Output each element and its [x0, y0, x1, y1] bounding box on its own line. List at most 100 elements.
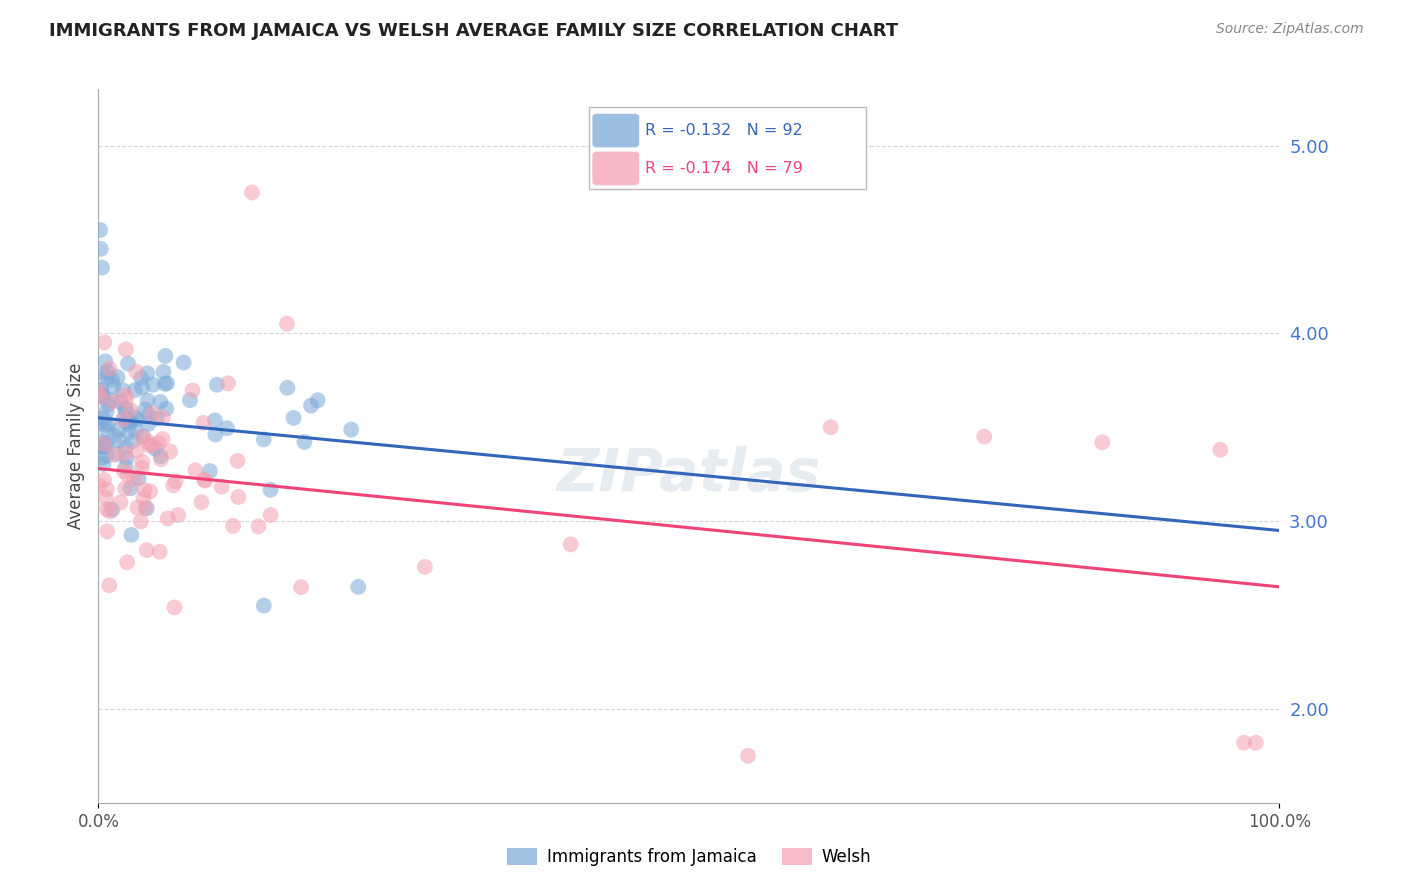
Point	[413, 559, 436, 574]
Point	[101, 372, 124, 386]
Point	[108, 434, 131, 448]
Point	[110, 495, 132, 509]
Point	[131, 455, 153, 469]
Point	[91, 260, 114, 275]
Point	[205, 377, 228, 392]
Point	[94, 354, 117, 368]
Point	[179, 393, 201, 408]
Point	[111, 384, 134, 398]
Point	[94, 449, 117, 463]
Point	[299, 399, 322, 413]
Point	[142, 377, 165, 392]
Legend: Immigrants from Jamaica, Welsh: Immigrants from Jamaica, Welsh	[501, 841, 877, 873]
Point	[115, 392, 138, 407]
Point	[98, 578, 121, 592]
Point	[96, 404, 118, 418]
Point	[247, 519, 270, 533]
Point	[228, 490, 250, 504]
Point	[122, 434, 145, 449]
Point	[120, 414, 142, 428]
Point	[184, 463, 207, 477]
Point	[156, 376, 179, 391]
Point	[204, 413, 226, 427]
Point	[125, 412, 148, 426]
Point	[1233, 736, 1256, 750]
Point	[152, 432, 174, 446]
Point	[91, 411, 114, 425]
Point	[96, 370, 118, 384]
Point	[165, 475, 187, 489]
Point	[149, 545, 172, 559]
FancyBboxPatch shape	[592, 113, 640, 148]
Point	[194, 474, 217, 488]
Point	[136, 393, 159, 408]
Point	[125, 443, 148, 458]
Point	[114, 415, 136, 429]
Point	[149, 395, 172, 409]
Point	[96, 524, 118, 539]
Point	[152, 410, 174, 425]
FancyBboxPatch shape	[592, 152, 640, 186]
Point	[124, 383, 146, 397]
Point	[117, 468, 139, 483]
Point	[155, 401, 177, 416]
Point	[148, 436, 170, 450]
Point	[110, 394, 132, 409]
Point	[115, 451, 138, 466]
Point	[146, 411, 169, 425]
Point	[108, 423, 131, 437]
Point	[290, 580, 312, 594]
Point	[96, 438, 118, 452]
Point	[112, 410, 135, 425]
Point	[1209, 442, 1232, 457]
FancyBboxPatch shape	[589, 107, 866, 189]
Point	[94, 491, 117, 506]
Point	[163, 600, 186, 615]
Point	[132, 491, 155, 505]
Point	[93, 473, 115, 487]
Point	[93, 437, 115, 451]
Point	[155, 349, 177, 363]
Text: R = -0.132   N = 92: R = -0.132 N = 92	[645, 123, 803, 138]
Point	[104, 448, 127, 462]
Point	[115, 555, 138, 569]
Point	[156, 511, 179, 525]
Point	[973, 429, 995, 443]
Point	[1091, 435, 1114, 450]
Point	[112, 412, 135, 426]
Point	[307, 393, 329, 408]
Point	[100, 393, 122, 408]
Point	[93, 366, 115, 380]
Y-axis label: Average Family Size: Average Family Size	[66, 363, 84, 529]
Point	[117, 357, 139, 371]
Point	[253, 433, 276, 447]
Point	[114, 388, 136, 402]
Point	[217, 376, 239, 391]
Text: R = -0.174   N = 79: R = -0.174 N = 79	[645, 161, 803, 176]
Point	[129, 515, 152, 529]
Point	[181, 384, 204, 398]
Point	[89, 384, 111, 398]
Point	[87, 384, 110, 399]
Point	[90, 382, 112, 396]
Point	[118, 416, 141, 430]
Point	[96, 425, 118, 439]
Text: IMMIGRANTS FROM JAMAICA VS WELSH AVERAGE FAMILY SIZE CORRELATION CHART: IMMIGRANTS FROM JAMAICA VS WELSH AVERAGE…	[49, 22, 898, 40]
Point	[91, 390, 114, 404]
Point	[138, 408, 160, 422]
Point	[560, 537, 582, 551]
Point	[114, 343, 136, 357]
Point	[118, 425, 141, 439]
Point	[103, 379, 125, 393]
Point	[193, 473, 215, 487]
Point	[114, 402, 136, 417]
Point	[93, 335, 115, 350]
Point	[107, 370, 129, 384]
Point	[112, 464, 135, 478]
Point	[124, 410, 146, 425]
Point	[136, 367, 159, 381]
Point	[97, 365, 120, 379]
Point	[89, 223, 111, 237]
Point	[145, 442, 167, 456]
Point	[222, 519, 245, 533]
